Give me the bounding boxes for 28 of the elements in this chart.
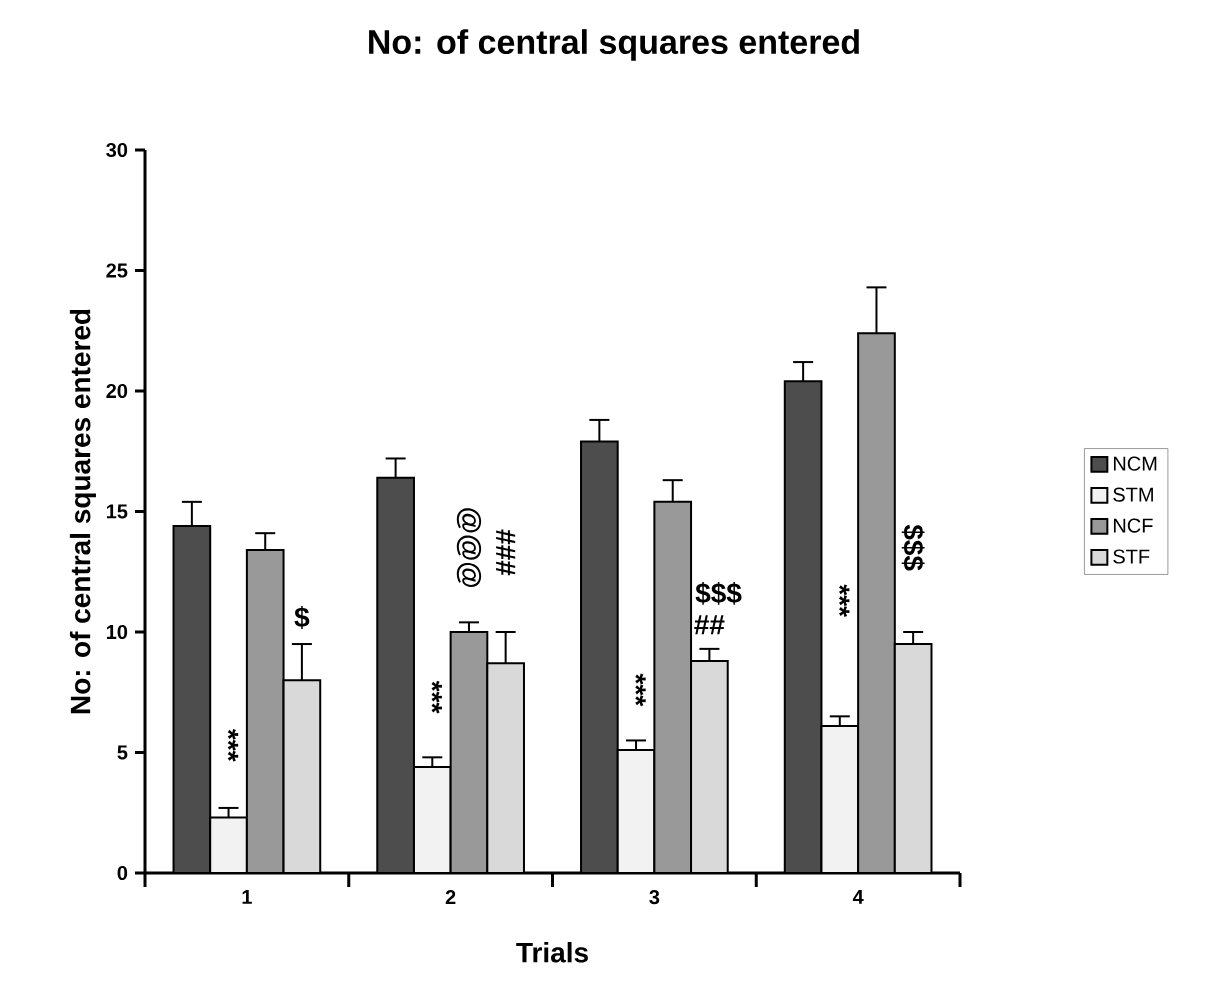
y-tick-label: 5	[117, 745, 128, 760]
y-tick-label: 20	[106, 383, 128, 399]
y-tick-label: 0	[117, 865, 128, 881]
annotation: ***	[431, 680, 442, 714]
annotation: @@@	[456, 508, 482, 587]
annotation: ***	[839, 584, 850, 617]
annotation: ***	[635, 673, 646, 707]
y-tick-label: 10	[106, 624, 128, 640]
annotation: $	[294, 606, 310, 629]
annotation: $$$	[901, 524, 925, 571]
x-axis-title: Trials	[516, 941, 588, 963]
x-tick-label: 2	[445, 890, 456, 905]
legend-label: NCF	[1113, 518, 1153, 533]
y-tick-label: 15	[106, 504, 128, 519]
legend-label: STM	[1113, 487, 1153, 502]
annotation: ***	[227, 729, 239, 762]
x-tick-label: 1	[242, 890, 252, 904]
chart-title: No: of central squares entered	[369, 29, 859, 61]
y-tick-label: 30	[106, 142, 128, 158]
legend-label: NCM	[1113, 456, 1157, 471]
x-tick-label: 3	[649, 890, 660, 905]
annotation: ###	[496, 529, 516, 576]
annotation: ##	[694, 615, 725, 635]
x-tick-label: 4	[852, 890, 864, 904]
legend-label: STF	[1113, 549, 1150, 564]
y-axis-title: No: of central squares entered	[69, 309, 96, 714]
annotation: $$$	[695, 581, 742, 605]
y-tick-label: 25	[106, 263, 128, 278]
